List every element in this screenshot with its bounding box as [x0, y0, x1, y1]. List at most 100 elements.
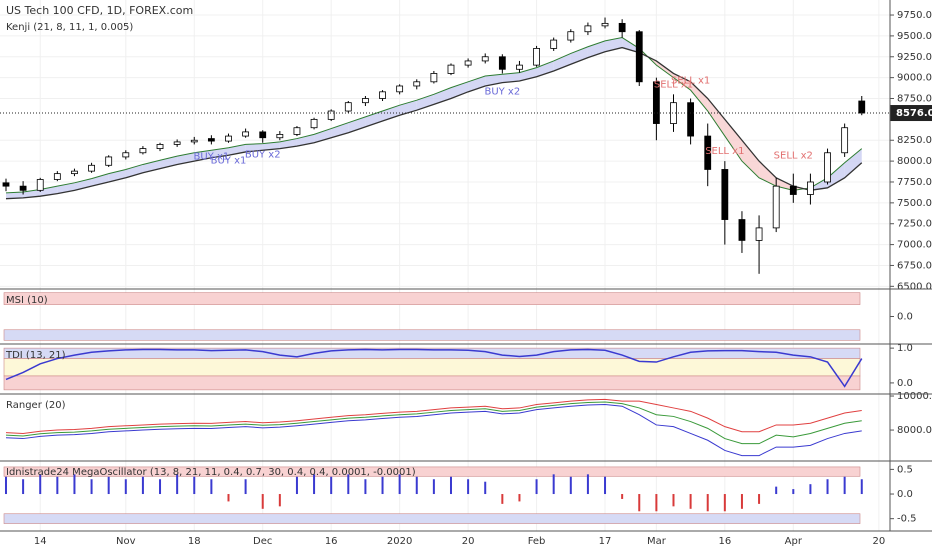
- oscillator-bar: [706, 494, 709, 512]
- y-tick-label: 0.0: [897, 312, 913, 323]
- x-tick-label: 17: [599, 536, 612, 547]
- oscillator-bar: [124, 479, 127, 495]
- band-fill: [690, 81, 708, 112]
- band-fill: [348, 116, 366, 133]
- candle-body: [824, 152, 831, 183]
- candle-body: [601, 22, 609, 27]
- x-tick-label: Feb: [528, 536, 546, 547]
- oscillator-bar: [364, 479, 367, 495]
- oscillator-bar: [193, 476, 196, 495]
- band-fill: [502, 72, 520, 83]
- oscillator-bar: [689, 494, 692, 509]
- oscillator-bar: [347, 474, 350, 495]
- candle-body: [447, 64, 455, 74]
- x-tick-label: 20: [462, 536, 475, 547]
- indicator-line: [5, 398, 862, 434]
- band-lower-line: [5, 46, 863, 200]
- band-fill: [142, 160, 161, 173]
- candle-body: [173, 141, 181, 145]
- candle-body: [276, 133, 284, 139]
- band-fill: [724, 119, 742, 162]
- x-tick-label: 14: [34, 536, 47, 547]
- chart-title: US Tech 100 CFD, 1D, FOREX.com: [6, 4, 193, 17]
- candle-body: [841, 127, 849, 154]
- candle-body: [687, 102, 695, 137]
- oscillator-bar: [313, 474, 316, 495]
- y-tick-label: 0.5: [897, 464, 913, 475]
- oscillator-bar: [552, 474, 555, 495]
- x-tick-label: 18: [188, 536, 201, 547]
- oscillator-bar: [586, 474, 589, 495]
- y-tick-label: 7000.0: [897, 240, 932, 251]
- zone: [3, 329, 861, 341]
- y-tick-label: 6750.0: [897, 260, 932, 271]
- oscillator-bar: [604, 476, 607, 495]
- indicator-line: [5, 348, 863, 388]
- oscillator-bar: [449, 476, 452, 495]
- oscillator-bar: [758, 494, 761, 504]
- band-fill: [262, 141, 280, 151]
- y-tick-label: 9000.0: [897, 73, 932, 84]
- signal-label: SELL x1: [705, 146, 744, 157]
- oscillator-bar: [826, 479, 829, 495]
- panel-title: Idnistrade24 MegaOscillator (13, 8, 21, …: [6, 467, 416, 478]
- candle-body: [207, 138, 215, 142]
- band-fill: [536, 60, 554, 77]
- candle-body: [327, 110, 335, 120]
- candle-body: [670, 102, 677, 124]
- y-tick-label: -0.5: [897, 514, 917, 525]
- y-tick-label: 8000.0: [897, 156, 932, 167]
- y-tick-label: 9750.0: [897, 10, 932, 21]
- y-tick-label: 1.0: [897, 343, 913, 354]
- y-tick-label: 8250.0: [897, 135, 932, 146]
- band-fill: [810, 177, 828, 191]
- signal-label: SELL x1: [671, 76, 710, 87]
- band-fill: [314, 128, 332, 143]
- candle-body: [88, 164, 95, 172]
- oscillator-bar: [655, 494, 658, 512]
- y-tick-label: 0.0: [897, 489, 913, 500]
- oscillator-bar: [159, 479, 162, 495]
- y-tick-label: 8750.0: [897, 94, 932, 105]
- candle-body: [807, 181, 814, 195]
- panel-title: Ranger (20): [6, 400, 66, 411]
- oscillator-bar: [261, 494, 264, 509]
- band-fill: [673, 73, 691, 91]
- signal-label: BUY x2: [245, 150, 281, 161]
- zone: [3, 466, 861, 477]
- band-fill: [365, 111, 383, 127]
- oscillator-bar: [792, 489, 795, 495]
- candle-body: [652, 81, 660, 124]
- candle-body: [567, 31, 575, 41]
- band-fill: [450, 81, 469, 99]
- band-fill: [468, 75, 486, 92]
- candle-body: [413, 81, 421, 87]
- signal-label: SELL x1: [654, 79, 693, 90]
- band-fill: [91, 173, 109, 187]
- candle-body: [430, 73, 438, 83]
- candle-body: [362, 98, 369, 104]
- candle-body: [190, 139, 198, 143]
- band-fill: [553, 53, 571, 71]
- band-fill: [570, 46, 588, 65]
- y-tick-label: 8000.0: [897, 425, 932, 436]
- band-upper-line: [5, 37, 863, 194]
- oscillator-bar: [518, 494, 521, 502]
- x-tick-label: Mar: [647, 536, 667, 547]
- oscillator-bar: [227, 494, 230, 502]
- oscillator-bar: [432, 479, 435, 495]
- x-tick-label: Apr: [785, 536, 803, 547]
- x-tick-label: 20: [873, 536, 886, 547]
- candle-body: [310, 118, 318, 129]
- candle-body: [71, 170, 78, 175]
- zone: [3, 358, 861, 377]
- zone: [3, 513, 861, 524]
- candle-body: [259, 131, 267, 139]
- oscillator-bar: [107, 476, 110, 495]
- oscillator-bar: [484, 481, 487, 495]
- candle-body: [344, 102, 352, 112]
- oscillator-bar: [210, 479, 213, 495]
- oscillator-bar: [638, 494, 641, 512]
- candle-body: [704, 135, 712, 170]
- oscillator-bar: [775, 486, 778, 495]
